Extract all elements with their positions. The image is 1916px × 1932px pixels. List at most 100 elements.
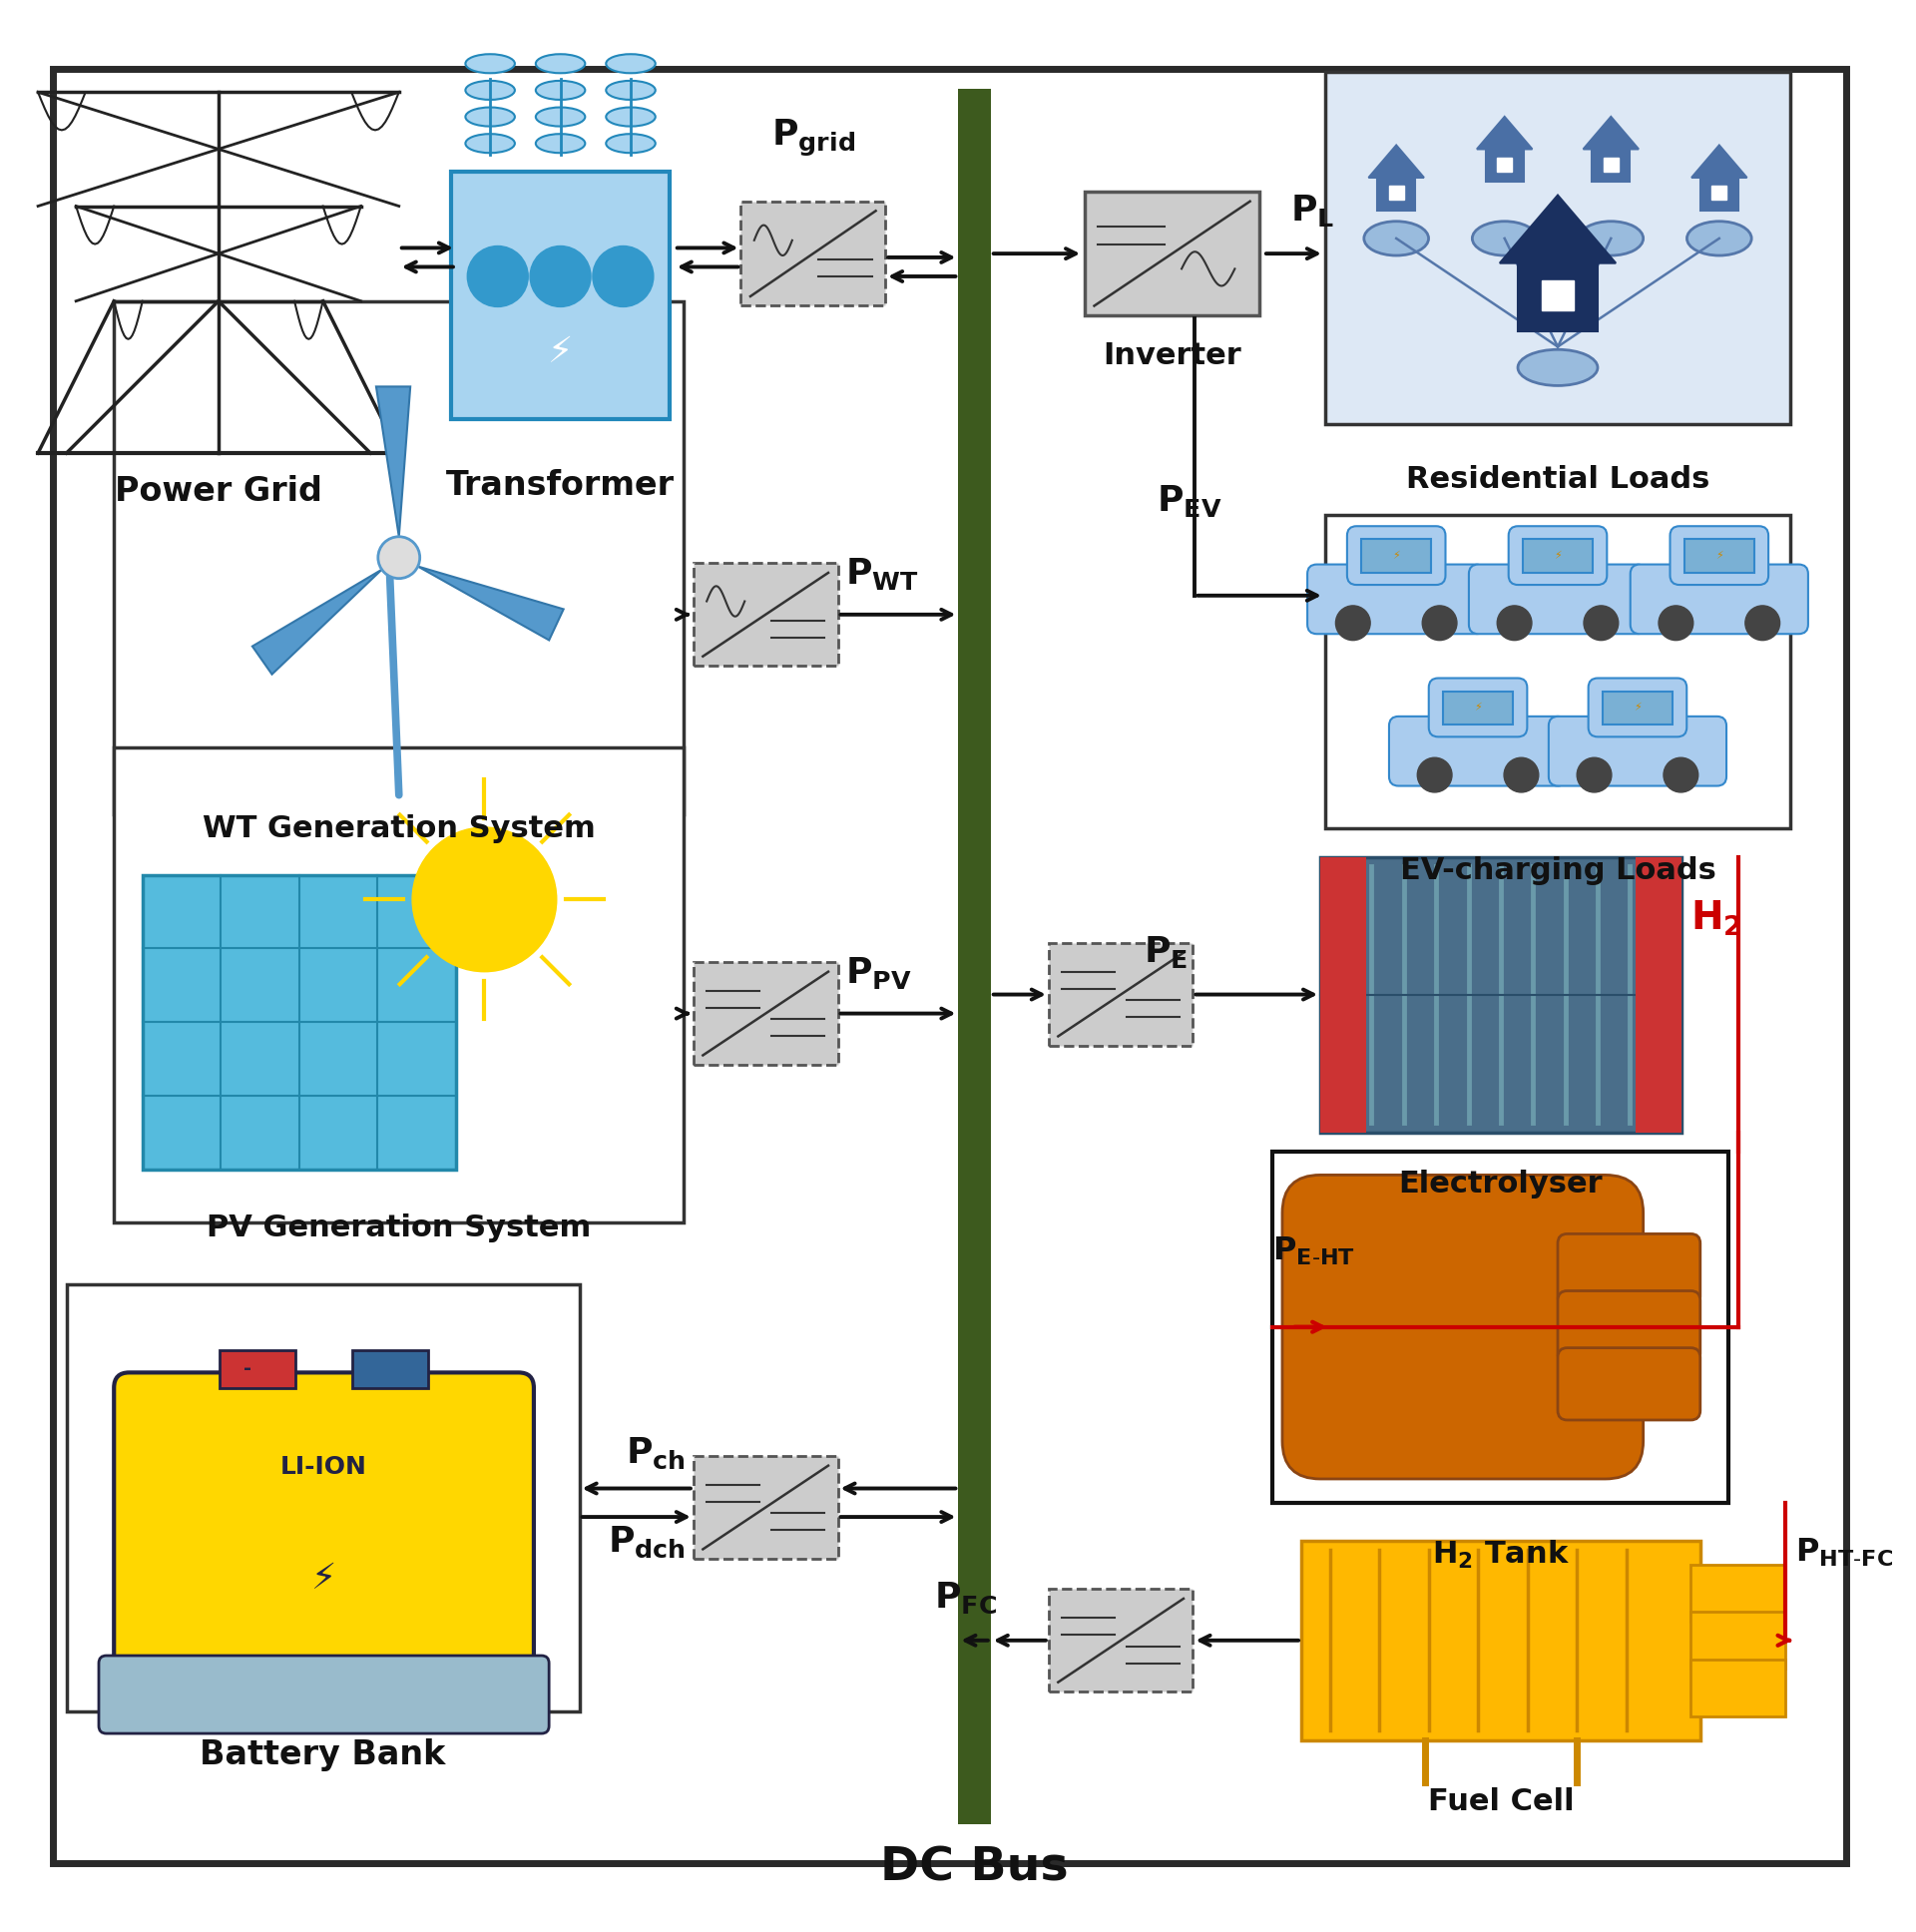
Bar (694, 1457, 837, 1559)
Bar (1699, 178, 1738, 211)
Text: Power Grid: Power Grid (115, 475, 322, 508)
Text: Inverter: Inverter (1104, 342, 1242, 371)
Ellipse shape (536, 133, 584, 153)
Polygon shape (1692, 145, 1747, 178)
Text: $\mathbf{P_{PV}}$: $\mathbf{P_{PV}}$ (845, 954, 912, 991)
Text: $\mathbf{H_2}$ Tank: $\mathbf{H_2}$ Tank (1431, 1540, 1569, 1571)
Bar (1378, 178, 1416, 211)
Circle shape (412, 827, 558, 972)
Text: ⚡: ⚡ (1715, 551, 1722, 560)
Circle shape (1335, 605, 1370, 639)
Text: -: - (243, 1360, 251, 1378)
Ellipse shape (466, 54, 515, 73)
Bar (741, 201, 885, 305)
Bar (1542, 280, 1573, 309)
Ellipse shape (536, 54, 584, 73)
Circle shape (1663, 757, 1698, 792)
Bar (1389, 185, 1404, 201)
FancyBboxPatch shape (1690, 1611, 1786, 1669)
FancyBboxPatch shape (1307, 564, 1485, 634)
Text: EV-charging Loads: EV-charging Loads (1401, 856, 1717, 885)
Bar (1320, 856, 1366, 1132)
FancyBboxPatch shape (1558, 1235, 1699, 1306)
Bar (1326, 71, 1790, 423)
Text: $\mathbf{P_{FC}}$: $\mathbf{P_{FC}}$ (935, 1580, 998, 1615)
Polygon shape (1500, 195, 1615, 263)
Polygon shape (253, 570, 381, 674)
Text: $\mathbf{H_2}$: $\mathbf{H_2}$ (1690, 898, 1742, 939)
Ellipse shape (1686, 222, 1751, 255)
Polygon shape (1368, 145, 1424, 178)
Text: $\mathbf{P_{grid}}$: $\mathbf{P_{grid}}$ (770, 118, 855, 158)
FancyBboxPatch shape (1690, 1660, 1786, 1716)
Circle shape (592, 245, 653, 307)
Circle shape (1422, 605, 1456, 639)
Ellipse shape (466, 133, 515, 153)
Bar (1485, 149, 1523, 182)
Text: Residential Loads: Residential Loads (1406, 466, 1709, 495)
Bar (1517, 265, 1598, 332)
Circle shape (377, 537, 420, 578)
Bar (1362, 539, 1431, 572)
Text: PV Generation System: PV Generation System (207, 1213, 592, 1242)
Circle shape (1585, 605, 1619, 639)
Circle shape (1504, 757, 1539, 792)
FancyBboxPatch shape (1470, 564, 1646, 634)
FancyBboxPatch shape (1347, 526, 1445, 585)
Bar (1320, 856, 1680, 1132)
FancyBboxPatch shape (1671, 526, 1768, 585)
FancyBboxPatch shape (1389, 717, 1567, 786)
Text: $\mathbf{P_{ch}}$: $\mathbf{P_{ch}}$ (627, 1435, 686, 1472)
Bar (113, 301, 684, 813)
FancyBboxPatch shape (1282, 1175, 1644, 1478)
FancyBboxPatch shape (113, 1372, 535, 1685)
Text: $\mathbf{P_E}$: $\mathbf{P_E}$ (1144, 933, 1188, 970)
Text: LI-ION: LI-ION (280, 1455, 368, 1478)
Polygon shape (418, 566, 563, 639)
Ellipse shape (536, 108, 584, 126)
Text: ⚡: ⚡ (548, 336, 573, 369)
Circle shape (468, 245, 529, 307)
Bar (1443, 692, 1512, 724)
Bar (1604, 156, 1619, 172)
Bar (694, 564, 837, 667)
Circle shape (1745, 605, 1780, 639)
Bar (694, 962, 837, 1065)
Bar (1592, 149, 1631, 182)
Ellipse shape (466, 81, 515, 100)
Bar (142, 875, 456, 1169)
Ellipse shape (605, 81, 655, 100)
Ellipse shape (605, 108, 655, 126)
FancyBboxPatch shape (1690, 1565, 1786, 1621)
FancyBboxPatch shape (1429, 678, 1527, 736)
Bar (958, 89, 991, 1824)
Text: ⚡: ⚡ (1473, 703, 1481, 713)
Ellipse shape (1471, 222, 1537, 255)
Text: Fuel Cell: Fuel Cell (1427, 1787, 1573, 1816)
Bar (1272, 1151, 1728, 1503)
Ellipse shape (605, 54, 655, 73)
FancyBboxPatch shape (100, 1656, 550, 1733)
Text: ⚡: ⚡ (310, 1561, 337, 1596)
Text: $\mathbf{P_L}$: $\mathbf{P_L}$ (1289, 193, 1334, 228)
Circle shape (1496, 605, 1531, 639)
Bar (1604, 692, 1673, 724)
Ellipse shape (1517, 350, 1598, 386)
Bar (1326, 514, 1790, 829)
Text: Transformer: Transformer (446, 469, 674, 502)
Circle shape (1659, 605, 1694, 639)
Ellipse shape (466, 108, 515, 126)
Text: DC Bus: DC Bus (881, 1845, 1069, 1891)
Text: $\mathbf{P_{E\text{-}HT}}$: $\mathbf{P_{E\text{-}HT}}$ (1272, 1235, 1357, 1267)
Text: ⚡: ⚡ (1393, 551, 1401, 560)
Bar (67, 1285, 579, 1712)
FancyBboxPatch shape (1558, 1349, 1699, 1420)
Text: Battery Bank: Battery Bank (199, 1739, 446, 1772)
Bar (1084, 191, 1259, 315)
Text: $\mathbf{P_{WT}}$: $\mathbf{P_{WT}}$ (845, 556, 920, 591)
Ellipse shape (1579, 222, 1644, 255)
Bar (1684, 539, 1753, 572)
Bar (1301, 1540, 1699, 1741)
Polygon shape (1477, 116, 1533, 149)
Polygon shape (376, 386, 410, 537)
